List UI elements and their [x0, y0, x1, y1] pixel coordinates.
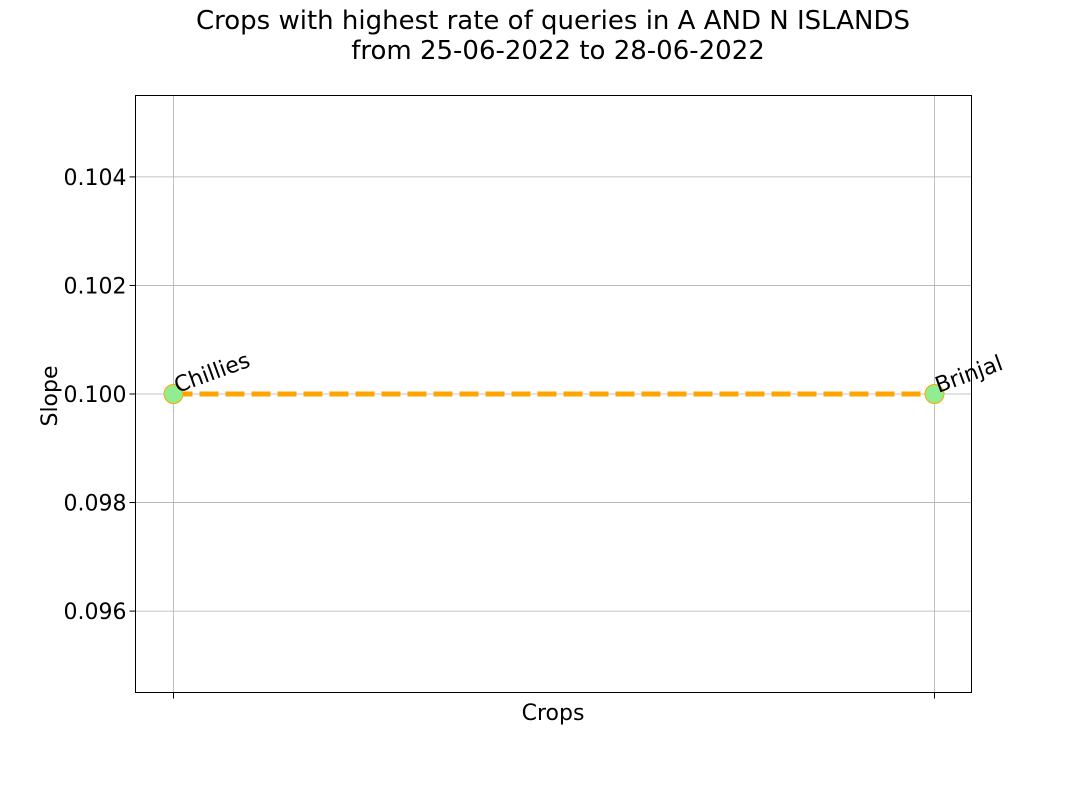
- point-label-chillies: Chillies: [171, 348, 254, 398]
- y-tick-label: 0.102: [64, 274, 127, 299]
- y-tick-label: 0.096: [64, 600, 127, 625]
- point-label-brinjal: Brinjal: [932, 351, 1006, 398]
- y-tick-label: 0.100: [64, 383, 127, 408]
- series-layer: Chillies Brinjal: [163, 348, 1006, 404]
- x-axis-label: Crops: [522, 701, 585, 726]
- chart-title-line-2: from 25-06-2022 to 28-06-2022: [351, 36, 765, 66]
- x-axis-ticks: [173, 692, 935, 699]
- y-tick-label: 0.098: [64, 492, 127, 517]
- data-point: [163, 384, 184, 404]
- y-axis-ticks: 0.096 0.098 0.100 0.102 0.104: [64, 166, 136, 625]
- chart-title-line-1: Crops with highest rate of queries in A …: [196, 6, 910, 36]
- data-point: [924, 384, 945, 404]
- y-tick-label: 0.104: [64, 166, 127, 191]
- y-axis-label: Slope: [38, 365, 63, 426]
